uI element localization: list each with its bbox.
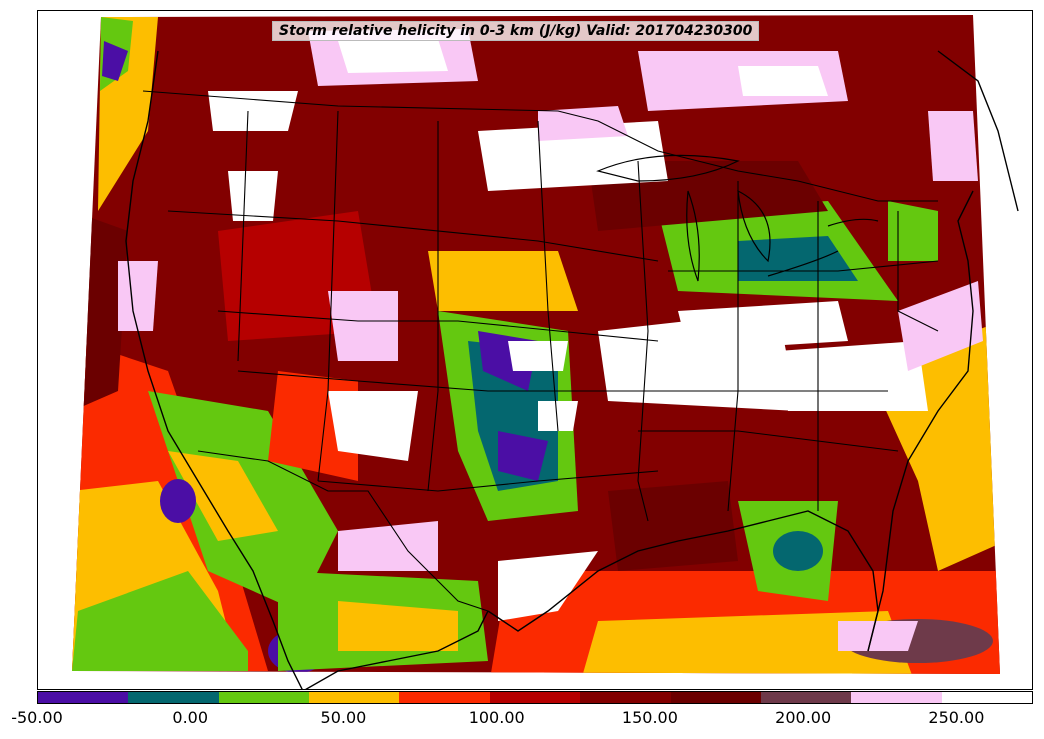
colorbar-segment <box>309 692 400 703</box>
colorbar-segment <box>489 692 581 703</box>
field-region <box>773 531 823 571</box>
atlantic-coastline <box>867 190 974 652</box>
field-region <box>160 479 196 523</box>
lake-huron <box>737 189 771 263</box>
us-canada-border <box>142 90 938 202</box>
field-region <box>538 106 628 141</box>
state-line <box>637 160 649 522</box>
field-region <box>738 236 858 281</box>
map-title: Storm relative helicity in 0-3 km (J/kg)… <box>272 21 760 41</box>
field-region <box>72 571 248 671</box>
field-region <box>538 401 578 431</box>
colorbar-tick-label: 100.00 <box>468 708 525 727</box>
colorbar-tick-label: 250.00 <box>928 708 985 727</box>
colorbar-segment <box>941 692 1032 703</box>
field-region <box>928 111 978 181</box>
map-frame <box>37 10 1033 690</box>
field-region <box>328 391 418 461</box>
field-region <box>338 601 458 651</box>
field-region <box>102 41 128 81</box>
pacific-coastline <box>125 50 303 689</box>
state-line <box>237 370 888 392</box>
us-mexico-border <box>197 450 489 612</box>
field-region <box>608 481 738 571</box>
field-region <box>328 291 398 361</box>
field-region <box>338 521 438 571</box>
colorbar-segment <box>218 692 310 703</box>
state-line <box>237 110 249 362</box>
state-line <box>537 120 559 432</box>
field-region <box>778 341 928 411</box>
field-region <box>498 431 548 481</box>
gulf-coastline <box>487 510 879 652</box>
colorbar-segment <box>760 692 852 703</box>
lake-erie <box>767 250 839 277</box>
state-line <box>217 310 659 342</box>
field-region <box>578 611 918 674</box>
field-region <box>508 341 568 371</box>
colorbar-tick-label: 50.00 <box>320 708 367 727</box>
colorbar-segment <box>399 692 490 703</box>
state-line <box>668 260 939 272</box>
state-line <box>427 121 439 492</box>
lake-michigan <box>686 190 700 282</box>
field-region <box>898 281 983 371</box>
state-line <box>317 110 339 482</box>
field-region <box>168 451 278 541</box>
field-region <box>228 171 278 221</box>
colorbar-segment <box>670 692 761 703</box>
field-region <box>738 66 828 96</box>
state-line <box>317 470 659 492</box>
state-line <box>727 181 739 512</box>
mexico-coastline <box>305 610 489 689</box>
colorbar-tick-label: -50.00 <box>11 708 63 727</box>
state-line <box>897 211 939 332</box>
lake-ontario <box>827 218 879 227</box>
colorbar-tick-label: 150.00 <box>621 708 678 727</box>
state-borders <box>142 90 939 612</box>
helicity-map <box>72 15 1019 689</box>
state-line <box>638 430 899 452</box>
canada-coastline <box>937 50 1019 212</box>
colorbar-segment <box>128 692 219 703</box>
colorbar-tick-label: 0.00 <box>172 708 209 727</box>
colorbar-segment <box>580 692 671 703</box>
lake-superior <box>596 154 740 182</box>
colorbar-tick-label: 200.00 <box>775 708 832 727</box>
field-region <box>118 261 158 331</box>
field-region <box>498 551 598 621</box>
coastlines <box>125 50 1019 689</box>
field-region <box>428 251 578 311</box>
great-lakes <box>596 154 879 282</box>
colorbar-segment <box>851 692 942 703</box>
field-region <box>338 39 448 73</box>
field-region <box>478 121 668 191</box>
field-region <box>888 201 938 261</box>
field-region <box>678 301 848 351</box>
field-region <box>838 621 918 651</box>
colorbar-segment <box>38 692 129 703</box>
colorbar <box>37 691 1033 704</box>
